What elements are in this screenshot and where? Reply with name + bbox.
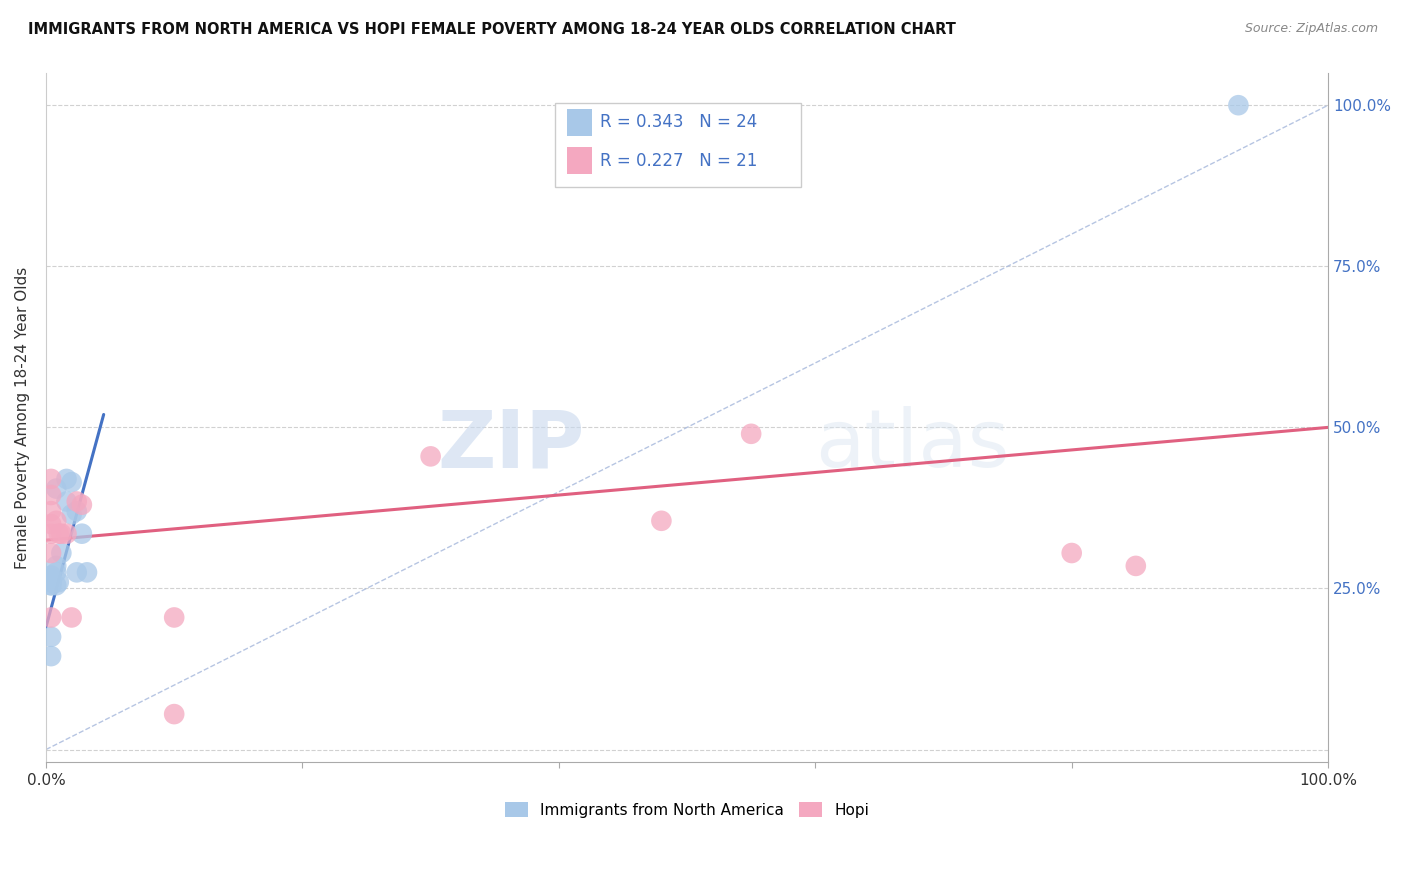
Point: [39, 574, 62, 589]
Point: [39, 516, 62, 531]
Point: [70, 526, 93, 541]
Point: [39, 504, 62, 518]
Point: [39, 574, 62, 589]
Point: [45, 482, 67, 496]
Text: atlas: atlas: [815, 406, 1010, 484]
Point: [650, 514, 672, 528]
Point: [39, 546, 62, 560]
Legend: Immigrants from North America, Hopi: Immigrants from North America, Hopi: [499, 796, 876, 823]
Point: [45, 566, 67, 580]
Text: IMMIGRANTS FROM NORTH AMERICA VS HOPI FEMALE POVERTY AMONG 18-24 YEAR OLDS CORRE: IMMIGRANTS FROM NORTH AMERICA VS HOPI FE…: [28, 22, 956, 37]
Point: [39, 472, 62, 486]
Point: [55, 472, 77, 486]
Point: [39, 610, 62, 624]
Point: [39, 578, 62, 592]
Point: [60, 610, 83, 624]
Point: [419, 450, 441, 464]
Text: R = 0.343   N = 24: R = 0.343 N = 24: [600, 113, 758, 131]
Point: [1060, 546, 1083, 560]
Point: [740, 426, 762, 441]
Point: [51, 526, 73, 541]
Text: ZIP: ZIP: [437, 406, 585, 484]
Point: [60, 475, 83, 490]
Point: [39, 578, 62, 592]
Point: [51, 546, 73, 560]
Point: [66, 504, 89, 518]
Point: [39, 572, 62, 586]
Point: [70, 498, 93, 512]
Point: [55, 526, 77, 541]
Point: [66, 494, 89, 508]
Point: [163, 707, 186, 722]
Point: [48, 574, 70, 589]
Point: [39, 488, 62, 502]
Point: [39, 649, 62, 664]
Point: [45, 514, 67, 528]
Point: [39, 526, 62, 541]
Point: [39, 572, 62, 586]
Y-axis label: Female Poverty Among 18-24 Year Olds: Female Poverty Among 18-24 Year Olds: [15, 267, 30, 569]
Point: [39, 630, 62, 644]
Point: [48, 526, 70, 541]
Text: R = 0.227   N = 21: R = 0.227 N = 21: [600, 152, 758, 169]
Point: [76, 566, 98, 580]
Point: [55, 494, 77, 508]
Text: Source: ZipAtlas.com: Source: ZipAtlas.com: [1244, 22, 1378, 36]
Point: [66, 566, 89, 580]
Point: [45, 578, 67, 592]
Point: [45, 558, 67, 573]
Point: [60, 508, 83, 522]
Point: [163, 610, 186, 624]
Point: [39, 568, 62, 582]
Point: [1227, 98, 1250, 112]
Point: [1125, 558, 1147, 573]
